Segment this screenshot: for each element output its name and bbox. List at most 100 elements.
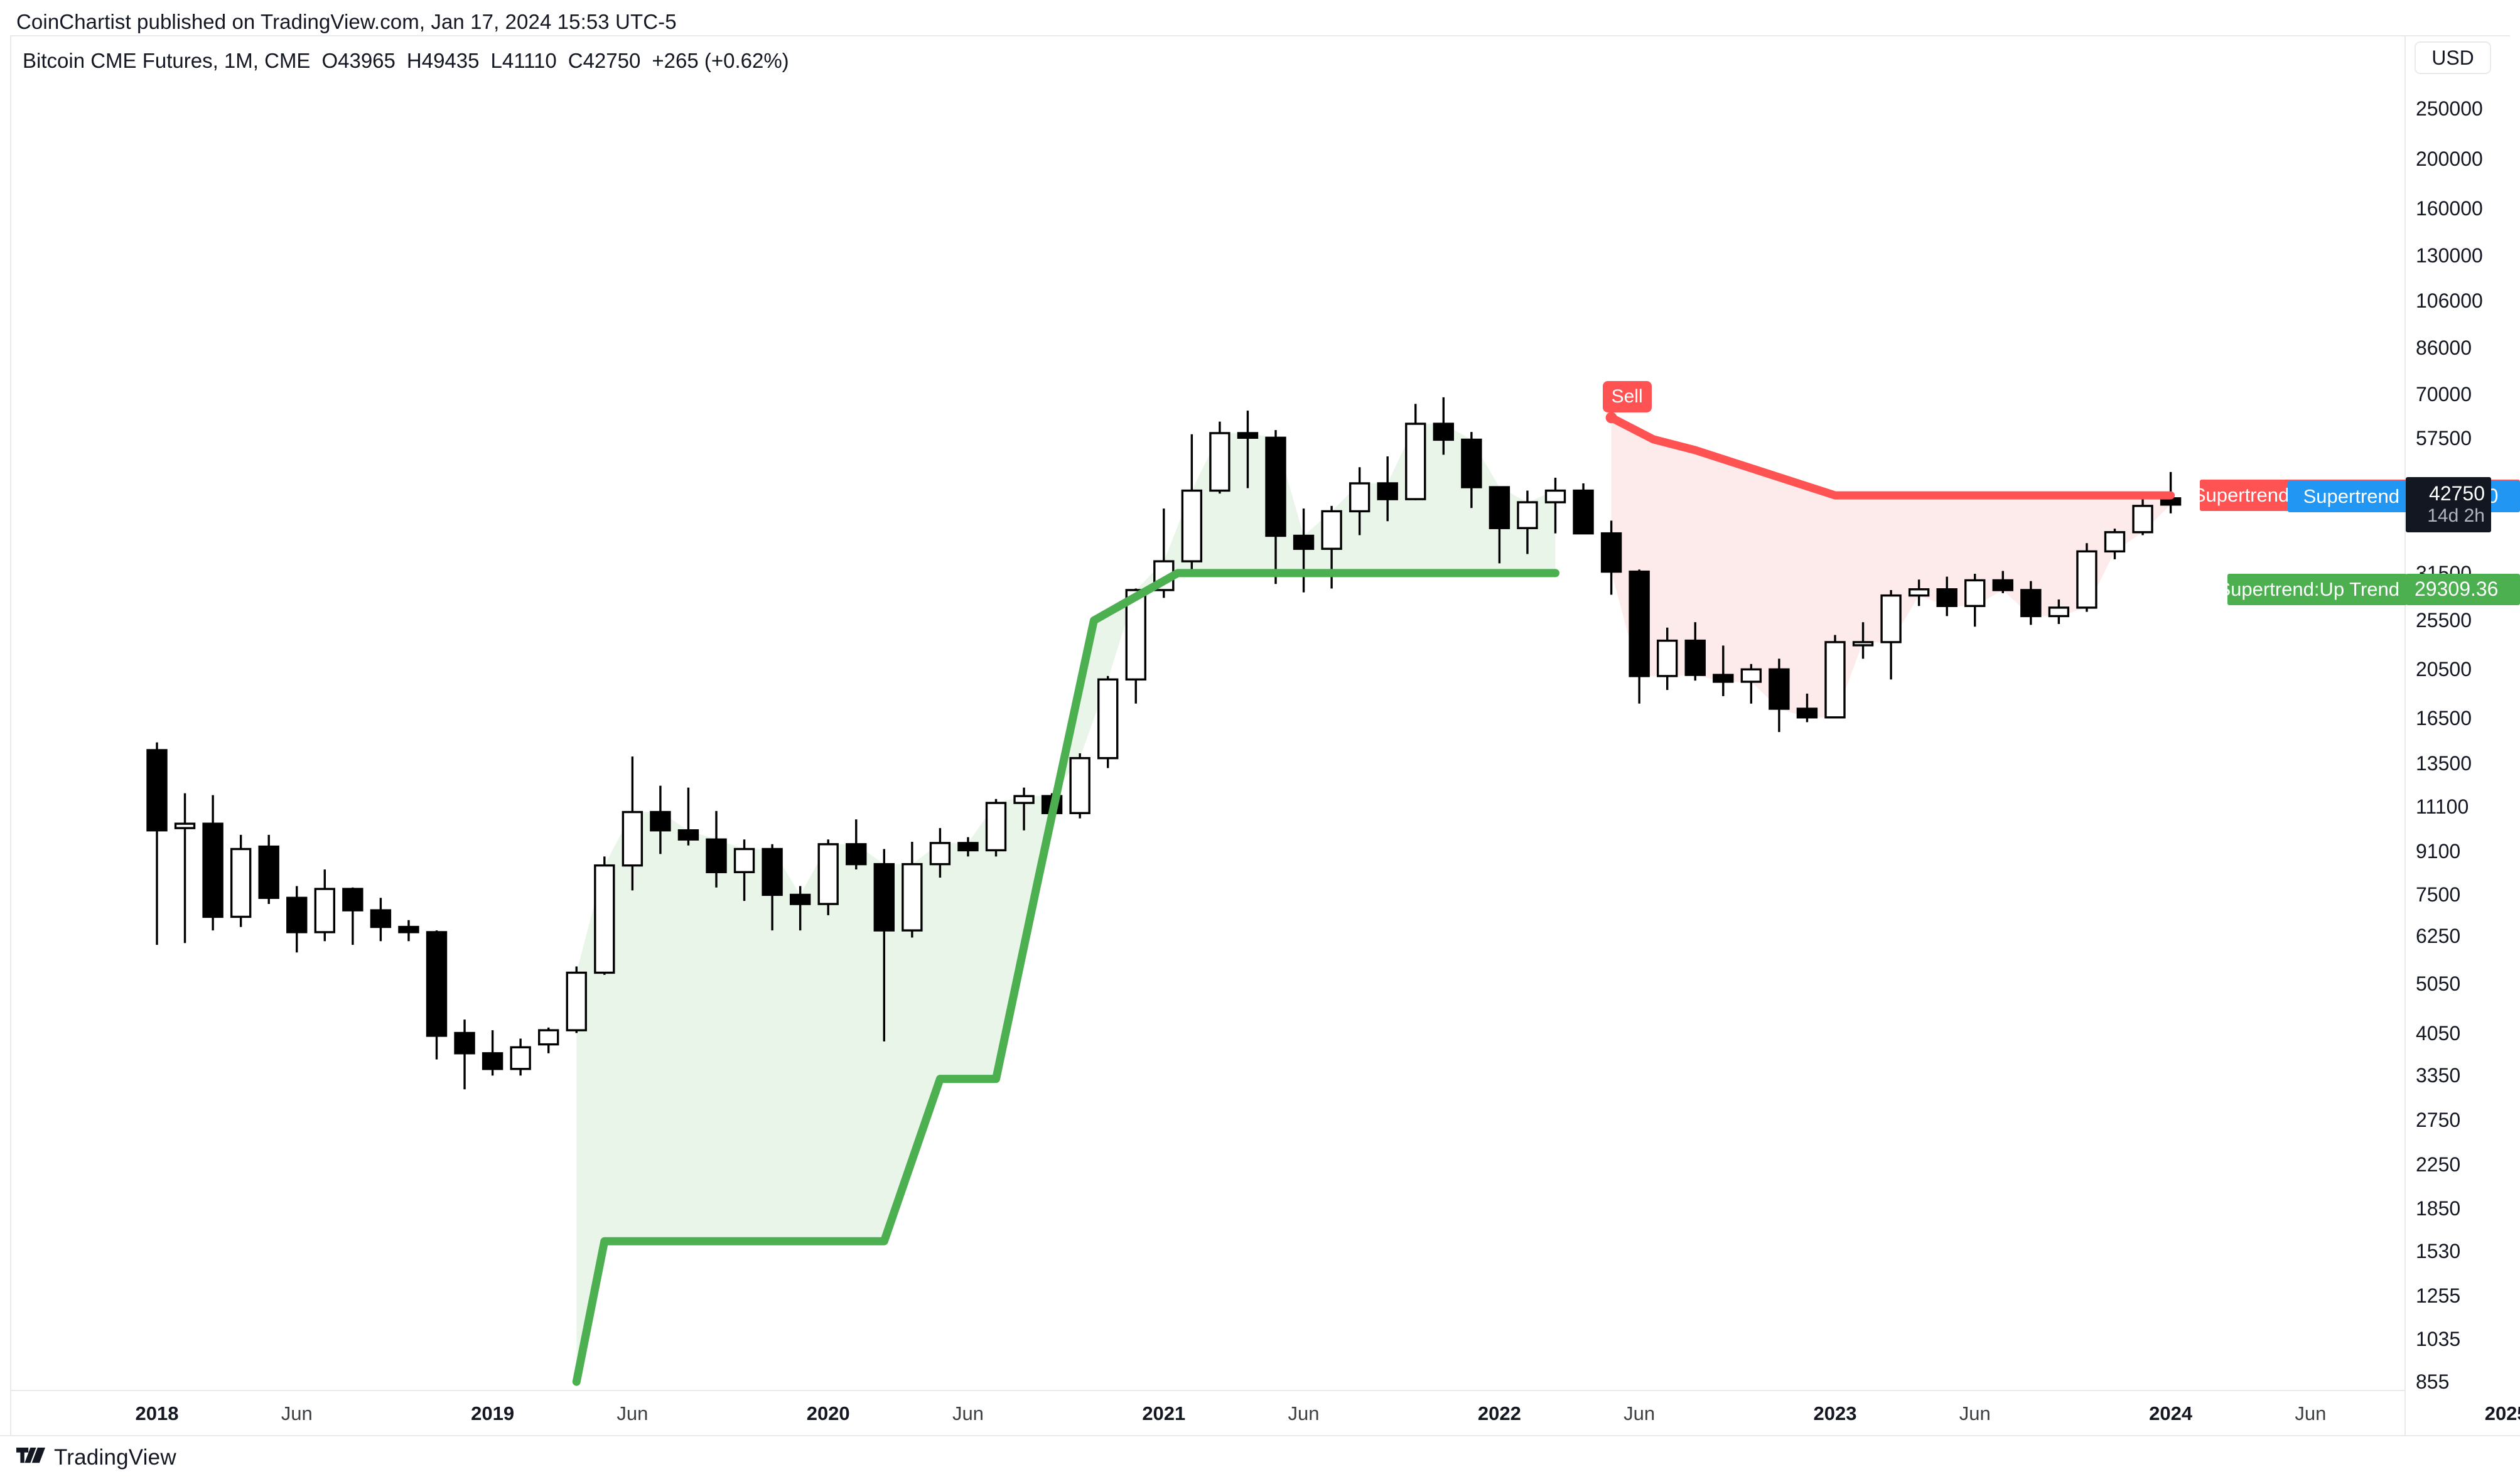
last-price-badge[interactable]: 42750 14d 2h: [2406, 476, 2491, 532]
price-tick: 2250: [2416, 1153, 2461, 1176]
price-plot-svg[interactable]: [11, 75, 2404, 1391]
candle-body[interactable]: [957, 842, 979, 852]
candle-body[interactable]: [762, 847, 783, 896]
candle-body[interactable]: [1824, 641, 1846, 719]
legend-symbol-name[interactable]: Bitcoin CME Futures, 1M, CME: [23, 49, 311, 72]
chart-plot-area[interactable]: Sell: [11, 75, 2404, 1391]
candle-body[interactable]: [2132, 505, 2153, 534]
candle-body[interactable]: [146, 749, 168, 832]
supertrend-uptrend-label[interactable]: Supertrend:Up Trend: [2217, 573, 2407, 605]
supertrend-label[interactable]: Supertrend: [2288, 480, 2407, 512]
candle-body[interactable]: [1097, 678, 1119, 760]
candle-body[interactable]: [1405, 422, 1426, 500]
time-label-month: Jun: [617, 1402, 649, 1424]
candle-body[interactable]: [510, 1046, 531, 1070]
candle-body[interactable]: [817, 843, 839, 905]
candle-body[interactable]: [1936, 588, 1957, 608]
candle-body[interactable]: [426, 931, 448, 1037]
tradingview-logo[interactable]: TradingView: [16, 1445, 176, 1470]
symbol-legend[interactable]: Bitcoin CME Futures, 1M, CME O43965 H4943…: [23, 49, 789, 73]
candle-body[interactable]: [1181, 489, 1203, 562]
candle-body[interactable]: [1209, 432, 1230, 492]
legend-high: H49435: [406, 49, 480, 72]
candle-body[interactable]: [706, 838, 727, 873]
supertrend-uptrend-price-badge[interactable]: 29309.36: [2406, 573, 2520, 605]
candle-body[interactable]: [1880, 594, 1902, 643]
candle-body[interactable]: [873, 863, 895, 932]
candle-body[interactable]: [454, 1031, 475, 1055]
candle-body[interactable]: [566, 971, 587, 1031]
price-tick: 3350: [2416, 1064, 2461, 1087]
candle-body[interactable]: [370, 909, 392, 928]
candle-body[interactable]: [1573, 489, 1594, 535]
candle-body[interactable]: [1908, 588, 1930, 597]
sell-anchor-dot: [1605, 412, 1617, 424]
candle-body[interactable]: [2048, 606, 2070, 618]
supertrend-polyline: [572, 569, 1559, 1386]
candle-body[interactable]: [2020, 589, 2042, 618]
candle-body[interactable]: [2076, 550, 2097, 609]
time-label-month: Jun: [1623, 1402, 1656, 1424]
candle-body[interactable]: [1377, 482, 1398, 500]
candle-body[interactable]: [1740, 668, 1762, 683]
time-scale[interactable]: 2018 Jun 2019 Jun 2020 Jun 2021 Jun 2022 Jun 2023 J…: [10, 1390, 2520, 1435]
sell-marker[interactable]: Sell: [1602, 381, 1652, 413]
candle-body[interactable]: [1265, 436, 1286, 537]
candle-body[interactable]: [1544, 489, 1566, 503]
candle-body[interactable]: [230, 847, 252, 918]
price-tick: 16500: [2416, 706, 2472, 729]
candle-body[interactable]: [482, 1052, 503, 1070]
candle-body[interactable]: [538, 1029, 559, 1046]
candle-body[interactable]: [622, 810, 643, 867]
candle-body[interactable]: [1852, 641, 1874, 647]
candle-body[interactable]: [1349, 482, 1370, 513]
candle-body[interactable]: [846, 843, 867, 866]
candle-body[interactable]: [677, 829, 699, 841]
price-scale[interactable]: USD 250000 200000 160000 130000 106000 86000 7…: [2193, 36, 2520, 1435]
candle-body[interactable]: [1713, 674, 1734, 683]
candle-body[interactable]: [1489, 486, 1510, 529]
candle-body[interactable]: [1461, 438, 1482, 488]
candle-body[interactable]: [398, 925, 419, 933]
candle-body[interactable]: [789, 893, 811, 905]
candle-body[interactable]: [1769, 668, 1790, 710]
candle-body[interactable]: [1684, 639, 1706, 676]
candle-body[interactable]: [594, 864, 615, 974]
time-label-year: 2024: [2149, 1402, 2193, 1424]
candle-body[interactable]: [342, 888, 363, 912]
candle-body[interactable]: [174, 822, 196, 829]
candle-body[interactable]: [1069, 756, 1090, 814]
candle-body[interactable]: [202, 822, 223, 918]
supertrend-uptrend-line: [572, 569, 1559, 1386]
candle-body[interactable]: [1600, 532, 1622, 573]
time-label-month: Jun: [1288, 1402, 1320, 1424]
candle-body[interactable]: [1237, 432, 1259, 439]
candle-body[interactable]: [1433, 422, 1455, 441]
candle-body[interactable]: [2104, 531, 2126, 553]
legend-change: +265 (+0.62%): [652, 49, 789, 72]
candle-body[interactable]: [258, 845, 279, 899]
candle-body[interactable]: [314, 888, 335, 933]
candle-body[interactable]: [1629, 570, 1650, 677]
candle-body[interactable]: [733, 847, 755, 873]
candle-body[interactable]: [650, 810, 671, 832]
candle-body[interactable]: [1992, 579, 2014, 591]
candle-body[interactable]: [1796, 707, 1818, 719]
candle-body[interactable]: [1656, 639, 1678, 677]
candle-body[interactable]: [1321, 510, 1342, 550]
price-tick: 130000: [2416, 244, 2483, 267]
candle-body[interactable]: [1013, 795, 1035, 804]
price-tick: 13500: [2416, 751, 2472, 775]
currency-chip[interactable]: USD: [2415, 41, 2491, 74]
candle-body[interactable]: [1964, 579, 1986, 608]
candle-body[interactable]: [985, 802, 1007, 852]
candlestick-series[interactable]: [146, 397, 2182, 1090]
candle-body[interactable]: [1517, 501, 1538, 529]
time-label-year: 2025: [2484, 1402, 2520, 1424]
candle-body[interactable]: [1293, 534, 1315, 550]
candle-body[interactable]: [902, 863, 923, 932]
candle-body[interactable]: [286, 896, 308, 933]
candle-body[interactable]: [929, 842, 951, 866]
tradingview-wordmark: TradingView: [54, 1445, 176, 1470]
